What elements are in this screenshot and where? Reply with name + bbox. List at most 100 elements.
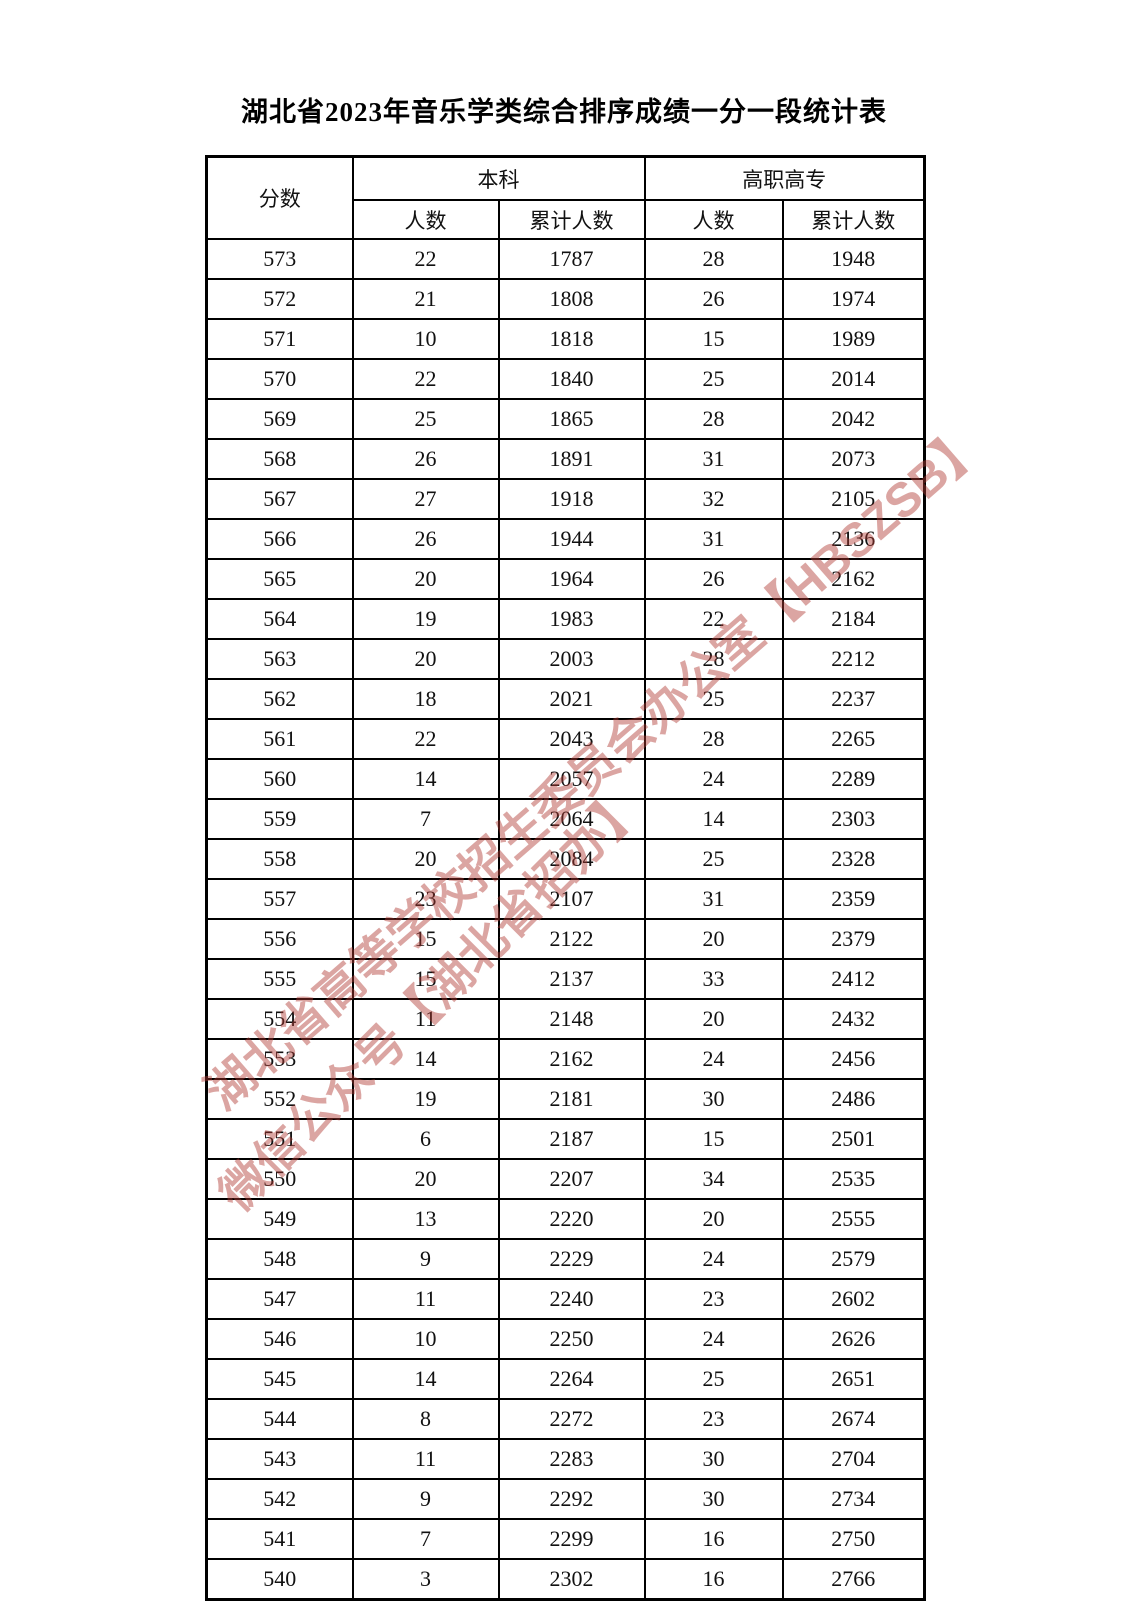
gaozhi-cumulative-cell: 2456: [781, 1038, 926, 1080]
benke-count-cell: 22: [351, 718, 500, 760]
score-cell: 567: [205, 478, 354, 520]
gaozhi-count-cell: 24: [643, 1038, 784, 1080]
score-cell: 547: [205, 1278, 354, 1320]
benke-count-cell: 26: [351, 438, 500, 480]
benke-cumulative-cell: 1865: [497, 398, 646, 440]
header-benke-cumulative: 累计人数: [497, 199, 646, 240]
header-gaozhi-group: 高职高专: [643, 155, 926, 201]
score-cell: 564: [205, 598, 354, 640]
gaozhi-count-cell: 28: [643, 238, 784, 280]
score-cell: 559: [205, 798, 354, 840]
gaozhi-count-cell: 25: [643, 678, 784, 720]
score-cell: 558: [205, 838, 354, 880]
gaozhi-cumulative-cell: 2674: [781, 1398, 926, 1440]
score-cell: 545: [205, 1358, 354, 1400]
gaozhi-cumulative-cell: 2265: [781, 718, 926, 760]
benke-count-cell: 9: [351, 1238, 500, 1280]
gaozhi-count-cell: 22: [643, 598, 784, 640]
score-cell: 572: [205, 278, 354, 320]
score-cell: 570: [205, 358, 354, 400]
gaozhi-cumulative-cell: 2626: [781, 1318, 926, 1360]
benke-cumulative-cell: 2292: [497, 1478, 646, 1520]
benke-count-cell: 10: [351, 1318, 500, 1360]
benke-count-cell: 15: [351, 918, 500, 960]
gaozhi-cumulative-cell: 2073: [781, 438, 926, 480]
table-row: 547 11 2240 23 2602: [205, 1278, 926, 1320]
gaozhi-cumulative-cell: 2734: [781, 1478, 926, 1520]
benke-cumulative-cell: 2264: [497, 1358, 646, 1400]
gaozhi-cumulative-cell: 2237: [781, 678, 926, 720]
score-cell: 562: [205, 678, 354, 720]
score-cell: 556: [205, 918, 354, 960]
score-cell: 553: [205, 1038, 354, 1080]
table-row: 556 15 2122 20 2379: [205, 918, 926, 960]
benke-cumulative-cell: 2137: [497, 958, 646, 1000]
table-row: 548 9 2229 24 2579: [205, 1238, 926, 1280]
benke-count-cell: 10: [351, 318, 500, 360]
table-row: 543 11 2283 30 2704: [205, 1438, 926, 1480]
gaozhi-cumulative-cell: 2555: [781, 1198, 926, 1240]
score-cell: 548: [205, 1238, 354, 1280]
benke-cumulative-cell: 2084: [497, 838, 646, 880]
score-cell: 568: [205, 438, 354, 480]
table-row: 551 6 2187 15 2501: [205, 1118, 926, 1160]
gaozhi-count-cell: 28: [643, 398, 784, 440]
table-row: 561 22 2043 28 2265: [205, 718, 926, 760]
benke-cumulative-cell: 2064: [497, 798, 646, 840]
benke-cumulative-cell: 2272: [497, 1398, 646, 1440]
benke-count-cell: 18: [351, 678, 500, 720]
benke-count-cell: 19: [351, 1078, 500, 1120]
table-row: 550 20 2207 34 2535: [205, 1158, 926, 1200]
score-cell: 551: [205, 1118, 354, 1160]
gaozhi-cumulative-cell: 2432: [781, 998, 926, 1040]
table-row: 549 13 2220 20 2555: [205, 1198, 926, 1240]
table-row: 544 8 2272 23 2674: [205, 1398, 926, 1440]
gaozhi-count-cell: 24: [643, 758, 784, 800]
table-row: 562 18 2021 25 2237: [205, 678, 926, 720]
header-benke-group: 本科: [351, 155, 646, 201]
benke-count-cell: 22: [351, 358, 500, 400]
score-cell: 555: [205, 958, 354, 1000]
gaozhi-count-cell: 25: [643, 838, 784, 880]
score-cell: 571: [205, 318, 354, 360]
gaozhi-cumulative-cell: 2328: [781, 838, 926, 880]
benke-count-cell: 11: [351, 1438, 500, 1480]
gaozhi-cumulative-cell: 1974: [781, 278, 926, 320]
benke-cumulative-cell: 2207: [497, 1158, 646, 1200]
score-cell: 573: [205, 238, 354, 280]
header-group-row: 分数 本科 高职高专: [205, 155, 926, 240]
benke-count-cell: 14: [351, 758, 500, 800]
table-row: 546 10 2250 24 2626: [205, 1318, 926, 1360]
table-row: 572 21 1808 26 1974: [205, 278, 926, 320]
gaozhi-cumulative-cell: 1948: [781, 238, 926, 280]
benke-count-cell: 20: [351, 1158, 500, 1200]
benke-count-cell: 8: [351, 1398, 500, 1440]
benke-cumulative-cell: 2162: [497, 1038, 646, 1080]
gaozhi-count-cell: 30: [643, 1078, 784, 1120]
benke-count-cell: 7: [351, 1518, 500, 1560]
gaozhi-count-cell: 16: [643, 1518, 784, 1560]
gaozhi-count-cell: 14: [643, 798, 784, 840]
benke-cumulative-cell: 2302: [497, 1558, 646, 1601]
gaozhi-count-cell: 20: [643, 918, 784, 960]
benke-cumulative-cell: 1944: [497, 518, 646, 560]
gaozhi-cumulative-cell: 2651: [781, 1358, 926, 1400]
score-cell: 565: [205, 558, 354, 600]
benke-count-cell: 20: [351, 558, 500, 600]
gaozhi-count-cell: 15: [643, 1118, 784, 1160]
gaozhi-cumulative-cell: 2704: [781, 1438, 926, 1480]
table-row: 555 15 2137 33 2412: [205, 958, 926, 1000]
table-row: 541 7 2299 16 2750: [205, 1518, 926, 1560]
table-row: 545 14 2264 25 2651: [205, 1358, 926, 1400]
gaozhi-count-cell: 33: [643, 958, 784, 1000]
benke-cumulative-cell: 2181: [497, 1078, 646, 1120]
gaozhi-count-cell: 25: [643, 358, 784, 400]
gaozhi-count-cell: 16: [643, 1558, 784, 1601]
table-row: 566 26 1944 31 2136: [205, 518, 926, 560]
gaozhi-cumulative-cell: 2602: [781, 1278, 926, 1320]
benke-count-cell: 3: [351, 1558, 500, 1601]
gaozhi-count-cell: 20: [643, 998, 784, 1040]
gaozhi-cumulative-cell: 1989: [781, 318, 926, 360]
gaozhi-cumulative-cell: 2486: [781, 1078, 926, 1120]
benke-cumulative-cell: 2187: [497, 1118, 646, 1160]
